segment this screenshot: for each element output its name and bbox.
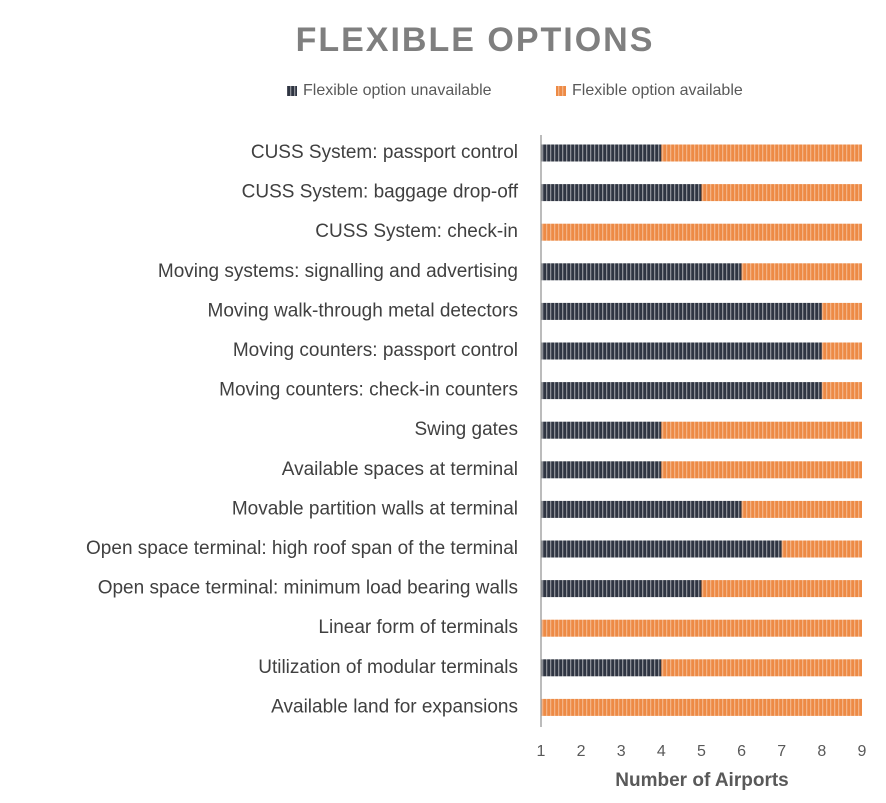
category-label: CUSS System: passport control xyxy=(251,142,518,163)
x-tick-label: 6 xyxy=(737,743,746,760)
legend-swatch xyxy=(556,86,566,96)
bar-segment xyxy=(541,342,822,360)
category-label: Available spaces at terminal xyxy=(282,459,518,480)
legend-item: Flexible option available xyxy=(556,82,743,99)
bar-segment xyxy=(541,659,662,677)
bar-segment xyxy=(701,580,862,598)
x-tick-label: 1 xyxy=(537,743,546,760)
bar-segment xyxy=(541,619,862,637)
bar-segment xyxy=(541,223,862,241)
chart-title: FLEXIBLE OPTIONS xyxy=(296,21,655,59)
x-tick-label: 9 xyxy=(858,743,867,760)
category-label: Open space terminal: minimum load bearin… xyxy=(98,578,518,599)
bar-segment xyxy=(541,144,662,162)
bar-segment xyxy=(541,263,742,281)
legend-item: Flexible option unavailable xyxy=(287,82,492,99)
bar-segment xyxy=(541,461,662,479)
bar-segment xyxy=(661,461,862,479)
bar-segment xyxy=(541,540,782,558)
x-tick-label: 5 xyxy=(697,743,706,760)
category-label: Utilization of modular terminals xyxy=(258,657,518,678)
legend-swatch xyxy=(287,86,297,96)
legend-label: Flexible option unavailable xyxy=(303,82,492,99)
x-tick-label: 3 xyxy=(617,743,626,760)
bar-segment xyxy=(541,421,662,439)
bar-segment xyxy=(541,302,822,320)
x-tick-label: 4 xyxy=(657,743,666,760)
category-label: Swing gates xyxy=(414,419,518,440)
category-label: CUSS System: baggage drop-off xyxy=(242,182,519,203)
bar-segment xyxy=(541,580,702,598)
bar-segment xyxy=(661,659,862,677)
bar-segment xyxy=(821,342,862,360)
category-label: Moving walk-through metal detectors xyxy=(208,300,518,321)
bars xyxy=(541,144,862,716)
category-label: Moving counters: passport control xyxy=(233,340,518,361)
bar-segment xyxy=(661,144,862,162)
category-label: Movable partition walls at terminal xyxy=(232,498,518,519)
category-label: CUSS System: check-in xyxy=(315,221,518,242)
bar-segment xyxy=(541,500,742,518)
bar-segment xyxy=(541,184,702,202)
category-label: Available land for expansions xyxy=(271,696,518,717)
bar-segment xyxy=(821,382,862,400)
bar-segment xyxy=(741,263,862,281)
x-tick-label: 7 xyxy=(777,743,786,760)
category-label: Open space terminal: high roof span of t… xyxy=(86,538,518,559)
x-tick-label: 8 xyxy=(817,743,826,760)
category-label: Linear form of terminals xyxy=(318,617,518,638)
bar-segment xyxy=(701,184,862,202)
bar-segment xyxy=(821,302,862,320)
category-label: Moving counters: check-in counters xyxy=(219,380,518,401)
bar-segment xyxy=(781,540,862,558)
bar-segment xyxy=(661,421,862,439)
bar-segment xyxy=(541,382,822,400)
category-label: Moving systems: signalling and advertisi… xyxy=(158,261,518,282)
x-axis-title: Number of Airports xyxy=(615,770,788,791)
x-tick-label: 2 xyxy=(577,743,586,760)
legend-label: Flexible option available xyxy=(572,82,743,99)
bar-segment xyxy=(541,698,862,716)
bar-segment xyxy=(741,500,862,518)
